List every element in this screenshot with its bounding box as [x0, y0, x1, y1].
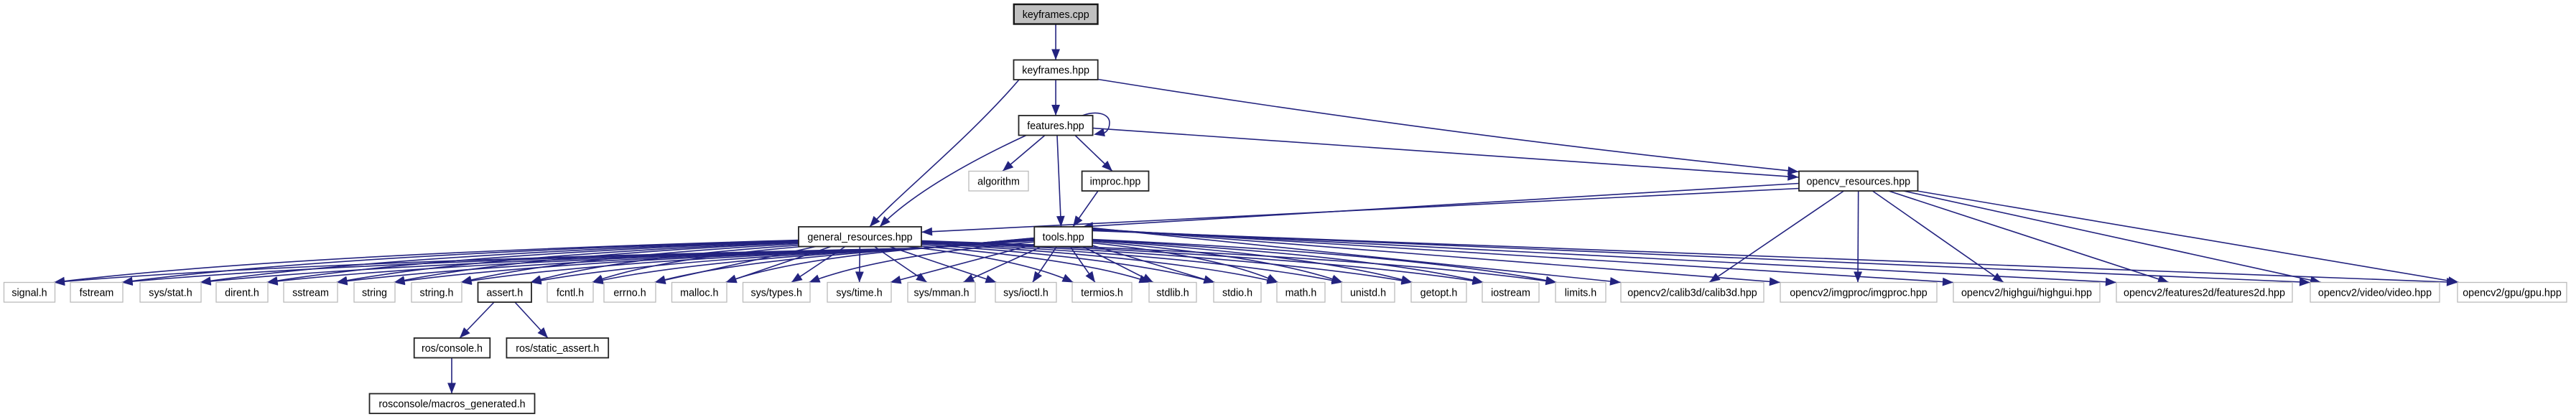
- svg-text:malloc.h: malloc.h: [680, 287, 718, 299]
- svg-text:limits.h: limits.h: [1565, 287, 1597, 299]
- svg-text:sys/stat.h: sys/stat.h: [149, 287, 192, 299]
- svg-text:dirent.h: dirent.h: [225, 287, 259, 299]
- svg-text:string.h: string.h: [420, 287, 454, 299]
- svg-text:algorithm: algorithm: [977, 176, 1020, 187]
- svg-text:keyframes.cpp: keyframes.cpp: [1023, 9, 1089, 21]
- svg-text:opencv2/highgui/highgui.hpp: opencv2/highgui/highgui.hpp: [1961, 287, 2092, 299]
- svg-text:stdlib.h: stdlib.h: [1156, 287, 1189, 299]
- svg-text:signal.h: signal.h: [11, 287, 47, 299]
- svg-text:general_resources.hpp: general_resources.hpp: [807, 232, 912, 243]
- svg-text:improc.hpp: improc.hpp: [1090, 176, 1141, 187]
- svg-text:sys/mman.h: sys/mman.h: [913, 287, 969, 299]
- svg-text:errno.h: errno.h: [613, 287, 646, 299]
- svg-text:ros/static_assert.h: ros/static_assert.h: [516, 343, 599, 355]
- svg-text:getopt.h: getopt.h: [1420, 287, 1458, 299]
- svg-text:opencv2/video/video.hpp: opencv2/video/video.hpp: [2318, 287, 2432, 299]
- svg-text:tools.hpp: tools.hpp: [1043, 232, 1084, 243]
- svg-text:opencv2/features2d/features2d.: opencv2/features2d/features2d.hpp: [2124, 287, 2285, 299]
- svg-text:math.h: math.h: [1285, 287, 1317, 299]
- svg-text:assert.h: assert.h: [486, 287, 523, 299]
- svg-text:opencv2/gpu/gpu.hpp: opencv2/gpu/gpu.hpp: [2463, 287, 2562, 299]
- svg-text:sys/time.h: sys/time.h: [836, 287, 882, 299]
- svg-text:ros/console.h: ros/console.h: [422, 343, 483, 355]
- svg-text:fcntl.h: fcntl.h: [557, 287, 584, 299]
- svg-text:opencv2/calib3d/calib3d.hpp: opencv2/calib3d/calib3d.hpp: [1627, 287, 1757, 299]
- svg-text:unistd.h: unistd.h: [1350, 287, 1386, 299]
- svg-text:rosconsole/macros_generated.h: rosconsole/macros_generated.h: [378, 398, 525, 410]
- svg-text:opencv2/imgproc/imgproc.hpp: opencv2/imgproc/imgproc.hpp: [1790, 287, 1928, 299]
- svg-text:keyframes.hpp: keyframes.hpp: [1022, 65, 1089, 76]
- svg-text:sys/ioctl.h: sys/ioctl.h: [1003, 287, 1048, 299]
- svg-text:features.hpp: features.hpp: [1027, 121, 1084, 132]
- svg-text:sstream: sstream: [292, 287, 329, 299]
- svg-text:fstream: fstream: [80, 287, 114, 299]
- svg-text:opencv_resources.hpp: opencv_resources.hpp: [1806, 176, 1910, 187]
- svg-text:iostream: iostream: [1491, 287, 1530, 299]
- svg-text:stdio.h: stdio.h: [1222, 287, 1252, 299]
- svg-text:termios.h: termios.h: [1081, 287, 1123, 299]
- svg-text:string: string: [362, 287, 387, 299]
- svg-text:sys/types.h: sys/types.h: [750, 287, 802, 299]
